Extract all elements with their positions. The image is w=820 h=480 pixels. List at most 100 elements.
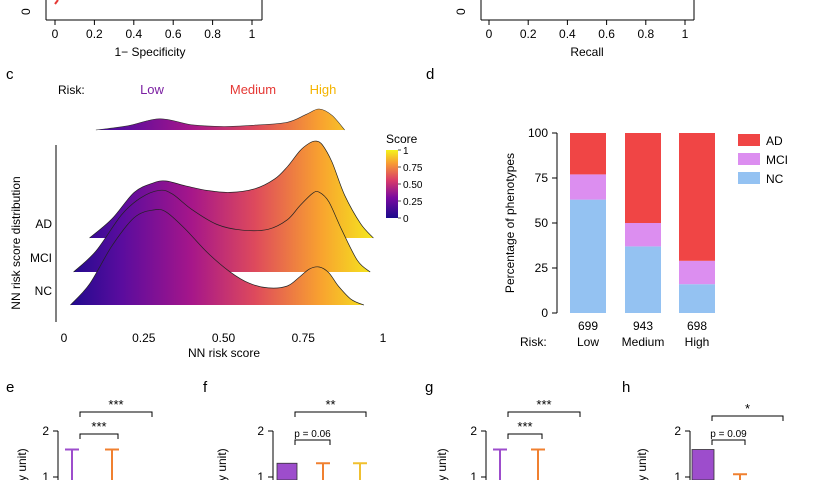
ridge-x-tick: 0.75 — [292, 331, 316, 345]
stacked-bars — [570, 133, 715, 313]
risk-medium-label: Medium — [230, 82, 276, 97]
significance-bracket — [294, 439, 331, 445]
x-tick-label: 0.4 — [125, 27, 142, 41]
x-tick-label: 1 — [682, 27, 689, 41]
bar-medium-nc — [625, 246, 661, 313]
significance-bracket — [711, 415, 784, 421]
significance-bracket — [507, 411, 581, 417]
stack-y-axis-label: Percentage of phenotypes — [503, 153, 517, 293]
stack-risk-label: Risk: — [520, 335, 547, 349]
bottom-y-tick: 1 — [257, 470, 264, 480]
stack-count-label: 943 — [633, 319, 653, 333]
bar-high-mci — [679, 260, 715, 285]
significance-bracket — [294, 411, 367, 417]
bottom-y-axis-label: ary unit) — [435, 448, 449, 480]
ridgeline-plot: AD MCI NC — [30, 140, 374, 306]
significance-annotation: ** — [325, 397, 335, 412]
ridge-outline-ad — [89, 140, 374, 239]
ridge-x-axis-label: NN risk score — [188, 346, 260, 360]
overall-area — [95, 108, 345, 130]
pr-y-tick: 0 — [454, 8, 468, 15]
ridge-y-axis-label: NN risk score distribution — [9, 176, 23, 309]
mean-bar — [691, 449, 715, 480]
bar-high-nc — [679, 284, 715, 313]
x-tick-label: 1 — [249, 27, 256, 41]
legend-swatch-mci — [738, 153, 760, 165]
x-tick-label: 0.6 — [165, 27, 182, 41]
significance-bracket — [711, 439, 746, 445]
overall-outline — [95, 108, 345, 131]
stack-category-label: High — [685, 335, 710, 349]
bar-low-ad — [570, 133, 606, 175]
stack-category-label: Low — [577, 335, 599, 349]
significance-annotation: p = 0.09 — [710, 429, 747, 440]
score-legend-tick: 0 — [403, 214, 409, 225]
stack-legend: AD MCI NC — [738, 134, 788, 186]
bottom-y-tick: 2 — [470, 424, 477, 438]
score-legend-tick: 0.75 — [403, 163, 423, 174]
panel-c: c Risk: Low Medium High AD MCI NC NN risk … — [6, 66, 423, 360]
significance-annotation: * — [745, 401, 750, 416]
x-tick-label: 0 — [52, 27, 59, 41]
legend-label: MCI — [766, 153, 788, 167]
bar-medium-ad — [625, 133, 661, 223]
bottom-y-tick: 2 — [257, 424, 264, 438]
roc-panel-partial: 0 0 0.2 0.4 0.6 0.8 1 1− Specificity — [19, 0, 263, 59]
legend-label: NC — [766, 172, 784, 186]
legend-label: AD — [766, 134, 783, 148]
significance-annotation: *** — [536, 397, 551, 412]
legend-swatch-nc — [738, 172, 760, 184]
x-tick-label: 0.8 — [637, 27, 654, 41]
stack-count-label: 698 — [687, 319, 707, 333]
roc-curve-fragment — [54, 0, 59, 5]
bottom-y-axis-label: ary unit) — [215, 448, 229, 480]
significance-annotation: p = 0.06 — [294, 429, 331, 440]
x-tick-label: 0.4 — [559, 27, 576, 41]
bottom-y-tick: 1 — [470, 470, 477, 480]
panel-label-c: c — [6, 66, 14, 83]
score-legend-tick: 1 — [403, 146, 409, 157]
overall-risk-distribution — [95, 108, 345, 131]
panel-label-e: e — [6, 379, 14, 396]
risk-high-label: High — [310, 82, 337, 97]
bottom-y-tick: 1 — [674, 470, 681, 480]
ridge-x-tick: 0 — [61, 331, 68, 345]
ridge-outline-mci — [73, 189, 371, 273]
score-legend-title: Score — [386, 132, 418, 146]
stack-y-tick: 50 — [535, 216, 549, 230]
pr-x-axis-label: Recall — [570, 45, 603, 59]
panel-label-g: g — [425, 379, 433, 396]
significance-annotation: *** — [91, 419, 106, 434]
significance-annotation: *** — [517, 419, 532, 434]
risk-low-label: Low — [140, 82, 164, 97]
risk-header-label: Risk: — [58, 83, 85, 97]
panel-d: d Percentage of phenotypes 100 75 50 25 0 69… — [426, 66, 788, 349]
bar-low-nc — [570, 199, 606, 313]
score-colorbar — [386, 150, 398, 218]
mean-bar — [276, 462, 298, 480]
pr-panel-partial: 0 0 0.2 0.4 0.6 0.8 1 Recall — [454, 0, 695, 59]
x-tick-label: 0.6 — [598, 27, 615, 41]
x-tick-label: 0.2 — [520, 27, 537, 41]
score-legend-tick: 0.25 — [403, 197, 423, 208]
significance-bracket — [507, 433, 543, 439]
x-tick-label: 0 — [486, 27, 493, 41]
ridge-label-nc: NC — [35, 284, 53, 298]
bottom-y-axis-label: ary unit) — [635, 448, 649, 480]
stack-y-tick: 25 — [535, 261, 549, 275]
roc-x-axis-label: 1− Specificity — [114, 45, 185, 59]
bar-medium-mci — [625, 223, 661, 247]
legend-swatch-ad — [738, 134, 760, 146]
panel-label-f: f — [203, 379, 208, 396]
bar-low-mci — [570, 174, 606, 200]
ridge-area-nc — [70, 209, 364, 305]
roc-y-tick: 0 — [19, 8, 33, 15]
significance-annotation: *** — [108, 397, 123, 412]
stack-category-label: Medium — [622, 335, 665, 349]
bottom-y-tick: 2 — [674, 424, 681, 438]
ridge-label-ad: AD — [35, 217, 52, 231]
score-legend-tick: 0.50 — [403, 180, 423, 191]
bar-high-ad — [679, 133, 715, 261]
significance-bracket — [79, 433, 119, 439]
